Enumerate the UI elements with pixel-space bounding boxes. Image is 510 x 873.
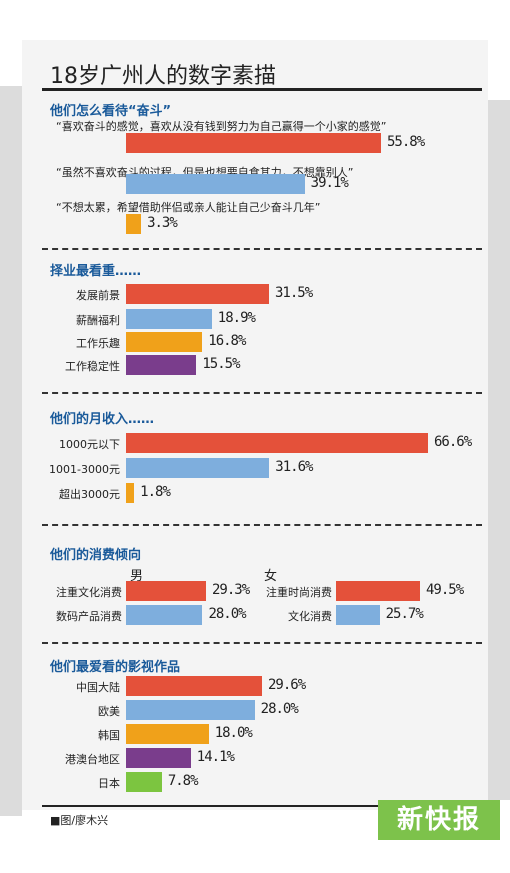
photo-credit: ■图/廖木兴 [50, 814, 109, 827]
media-value-0: 29.6% [268, 677, 306, 693]
struggle-bar-2 [126, 214, 142, 234]
struggle-value-0: 55.8% [387, 134, 425, 150]
media-value-2: 18.0% [214, 725, 253, 741]
career-label-1: 薪酬福利 [76, 314, 120, 327]
media-label-3: 港澳台地区 [65, 753, 120, 766]
income-bar-1 [126, 458, 270, 478]
career-value-3: 15.5% [202, 356, 240, 372]
newspaper-logo: 新快报 [378, 800, 500, 840]
struggle-value-1: 39.1% [310, 175, 349, 191]
consumption-female-label-0: 注重时尚消费 [266, 586, 332, 599]
media-label-2: 韩国 [98, 729, 120, 742]
consumption-gender-male: 男 [130, 569, 144, 584]
consumption-male-bar-1 [126, 605, 203, 625]
career-value-0: 31.5% [275, 285, 313, 301]
career-value-1: 18.9% [217, 310, 256, 326]
title-rule [42, 88, 482, 91]
career-bar-2 [126, 332, 203, 352]
section-divider-3 [42, 524, 482, 526]
consumption-male-label-0: 注重文化消费 [56, 586, 122, 599]
career-label-0: 发展前景 [76, 289, 120, 302]
paper-tear-right [488, 100, 510, 800]
paper-tear-left [0, 86, 22, 816]
section-title-struggle: 他们怎么看待“奋斗” [50, 104, 172, 119]
section-title-career: 择业最看重…… [50, 264, 142, 279]
consumption-male-value-1: 28.0% [208, 606, 246, 622]
struggle-label-0: “喜欢奋斗的感觉，喜欢从没有钱到努力为自己赢得一个小家的感觉” [56, 120, 387, 133]
media-label-0: 中国大陆 [76, 681, 120, 694]
income-value-2: 1.8% [140, 484, 171, 500]
media-bar-1 [126, 700, 255, 720]
section-divider-4 [42, 642, 482, 644]
consumption-female-value-1: 25.7% [385, 606, 424, 622]
consumption-female-bar-1 [336, 605, 380, 625]
consumption-female-value-0: 49.5% [426, 582, 464, 598]
career-bar-0 [126, 284, 269, 304]
consumption-male-value-0: 29.3% [212, 582, 250, 598]
consumption-female-label-1: 文化消费 [288, 610, 332, 623]
media-bar-4 [126, 772, 162, 792]
section-divider-2 [42, 392, 482, 394]
media-bar-2 [126, 724, 209, 744]
career-bar-3 [126, 355, 197, 375]
consumption-gender-female: 女 [264, 569, 278, 584]
income-label-0: 1000元以下 [59, 438, 120, 451]
career-value-2: 16.8% [208, 333, 246, 349]
page-title: 18岁广州人的数字素描 [50, 64, 276, 89]
media-value-4: 7.8% [167, 773, 199, 789]
media-bar-3 [126, 748, 191, 768]
section-divider-1 [42, 248, 482, 250]
consumption-male-bar-0 [126, 581, 206, 601]
media-label-4: 日本 [98, 777, 120, 790]
struggle-value-2: 3.3% [147, 215, 178, 231]
media-value-1: 28.0% [260, 701, 299, 717]
income-label-1: 1001-3000元 [49, 463, 120, 476]
section-title-media: 他们最爱看的影视作品 [50, 660, 181, 675]
section-title-consumption: 他们的消费倾向 [50, 548, 142, 563]
income-value-0: 66.6% [434, 434, 472, 450]
income-label-2: 超出3000元 [59, 488, 120, 501]
income-value-1: 31.6% [275, 459, 313, 475]
career-bar-1 [126, 309, 212, 329]
struggle-bar-1 [126, 174, 305, 194]
media-bar-0 [126, 676, 262, 696]
struggle-bar-0 [126, 133, 381, 153]
career-label-3: 工作稳定性 [65, 360, 120, 373]
media-label-1: 欧美 [98, 705, 120, 718]
income-bar-2 [126, 483, 135, 503]
struggle-label-2: “不想太累，希望借助伴侣或亲人能让自己少奋斗几年” [56, 201, 321, 214]
credit-rule [42, 805, 482, 807]
income-bar-0 [126, 433, 428, 453]
media-value-3: 14.1% [196, 749, 235, 765]
consumption-male-label-1: 数码产品消费 [56, 610, 122, 623]
career-label-2: 工作乐趣 [76, 337, 120, 350]
section-title-income: 他们的月收入…… [50, 412, 155, 427]
consumption-female-bar-0 [336, 581, 420, 601]
